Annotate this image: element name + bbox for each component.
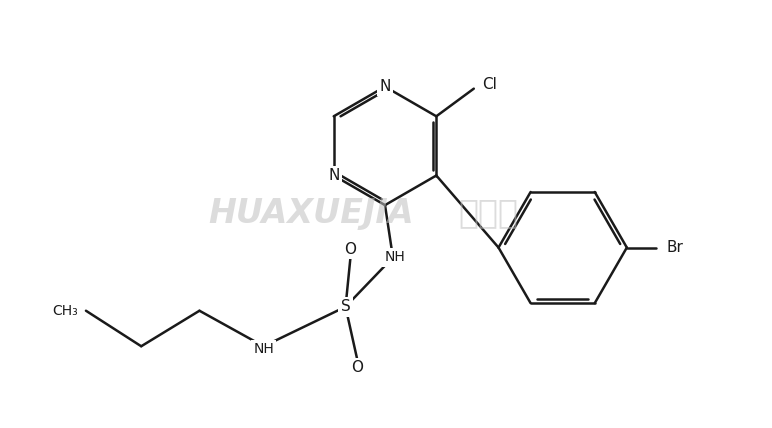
Text: 化学加: 化学加 xyxy=(459,196,519,229)
Text: O: O xyxy=(351,360,364,375)
Text: CH₃: CH₃ xyxy=(52,304,78,318)
Text: Br: Br xyxy=(666,240,683,255)
Text: Cl: Cl xyxy=(482,77,496,92)
Text: NH: NH xyxy=(384,250,405,265)
Text: N: N xyxy=(328,168,340,183)
Text: NH: NH xyxy=(253,342,274,356)
Text: O: O xyxy=(344,242,357,257)
Text: S: S xyxy=(340,299,350,314)
Text: N: N xyxy=(379,79,391,94)
Text: HUAXUEJIA: HUAXUEJIA xyxy=(208,196,414,229)
